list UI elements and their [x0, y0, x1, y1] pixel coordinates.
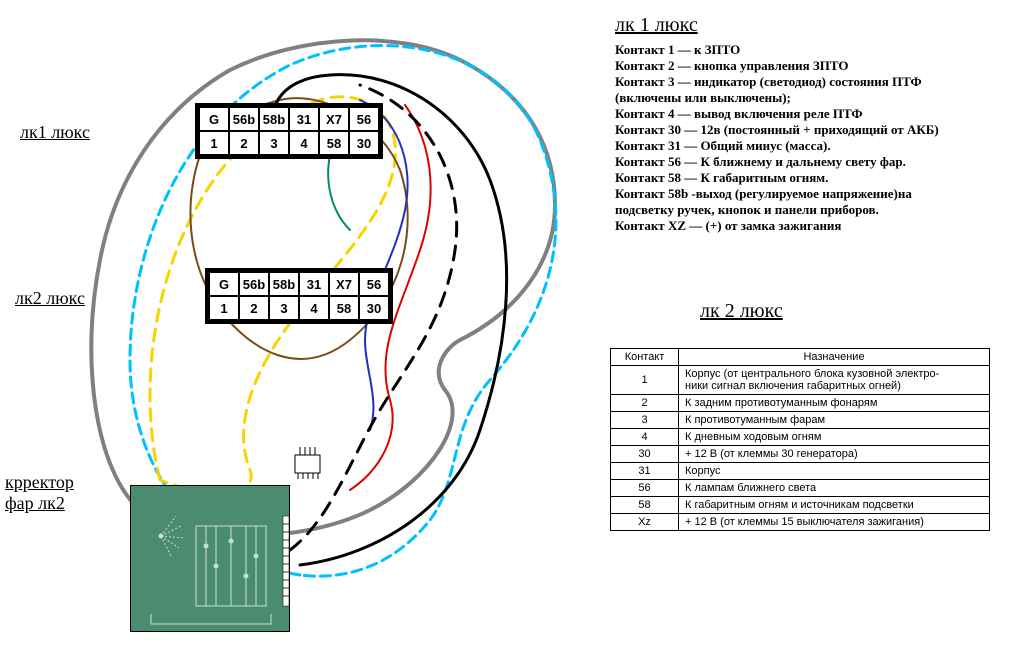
lk2-pin: 4 — [611, 429, 679, 446]
title-lk2: лк 2 люкс — [700, 300, 783, 323]
table-row: 31Корпус — [611, 463, 990, 480]
lk2-pin: 58 — [611, 497, 679, 514]
connector-lk1-table: G56b58b31X756 12345830 — [198, 106, 380, 156]
connector-pin: G — [199, 107, 229, 131]
label-corrector-l2: фар лк2 — [5, 493, 74, 514]
lk1-line: Контакт XZ — (+) от замка зажигания — [615, 218, 939, 234]
wire-green-short — [328, 155, 350, 230]
connector-pin: 30 — [349, 131, 379, 155]
lk2-header: Назначение — [679, 349, 990, 366]
lk2-header: Контакт — [611, 349, 679, 366]
lk2-desc: К дневным ходовым огням — [679, 429, 990, 446]
connector-pin: 58 — [319, 131, 349, 155]
connector-pin: 4 — [289, 131, 319, 155]
lk1-line: Контакт 56 — К ближнему и дальнему свету… — [615, 154, 939, 170]
label-corrector-l1: крректор — [5, 472, 74, 493]
connector-lk1: G56b58b31X756 12345830 — [195, 103, 383, 159]
connector-pin: 1 — [209, 296, 239, 320]
table-row: 2К задним противотуманным фонарям — [611, 395, 990, 412]
lk1-line: Контакт 31 — Общий минус (масса). — [615, 138, 939, 154]
lk2-pin: 30 — [611, 446, 679, 463]
small-connector-svg — [290, 445, 330, 480]
lk1-line: (включены или выключены); — [615, 90, 939, 106]
connector-pin: X7 — [329, 272, 359, 296]
connector-pin: 58b — [269, 272, 299, 296]
lk1-line: Контакт 3 — индикатор (светодиод) состоя… — [615, 74, 939, 90]
table-row: 56К лампам ближнего света — [611, 480, 990, 497]
label-lk1: лк1 люкс — [20, 122, 90, 143]
lk1-line: Контакт 1 — к ЗПТО — [615, 42, 939, 58]
connector-pin: 3 — [259, 131, 289, 155]
lk2-pin: 31 — [611, 463, 679, 480]
connector-pin: 58b — [259, 107, 289, 131]
lk2-pin: 56 — [611, 480, 679, 497]
connector-pin: G — [209, 272, 239, 296]
pcb-corrector — [130, 485, 290, 632]
table-row: 1Корпус (от центрального блока кузовной … — [611, 366, 990, 395]
lk2-desc: Корпус (от центрального блока кузовной э… — [679, 366, 990, 395]
lk1-line: Контакт 4 — вывод включения реле ПТФ — [615, 106, 939, 122]
connector-pin: 2 — [229, 131, 259, 155]
lk1-line: Контакт 2 — кнопка управления ЗПТО — [615, 58, 939, 74]
connector-pin: X7 — [319, 107, 349, 131]
connector-pin: 30 — [359, 296, 389, 320]
lk2-desc: К задним противотуманным фонарям — [679, 395, 990, 412]
lk1-line: Контакт 30 — 12в (постоянный + приходящи… — [615, 122, 939, 138]
label-lk2: лк2 люкс — [15, 288, 85, 309]
connector-pin: 58 — [329, 296, 359, 320]
connector-pin: 3 — [269, 296, 299, 320]
table-row: 58К габаритным огням и источникам подсве… — [611, 497, 990, 514]
connector-pin: 31 — [289, 107, 319, 131]
connector-pin: 56 — [349, 107, 379, 131]
connector-lk2: G56b58b31X756 12345830 — [205, 268, 393, 324]
lk1-line: Контакт 58 — К габаритным огням. — [615, 170, 939, 186]
label-corrector: крректор фар лк2 — [5, 472, 74, 514]
lk2-pin-table: КонтактНазначение 1Корпус (от центрально… — [610, 348, 990, 531]
lk2-desc: + 12 В (от клеммы 30 генератора) — [679, 446, 990, 463]
lk1-contact-list: Контакт 1 — к ЗПТОКонтакт 2 — кнопка упр… — [615, 42, 939, 234]
table-row: 4К дневным ходовым огням — [611, 429, 990, 446]
table-row: Xz+ 12 В (от клеммы 15 выключателя зажиг… — [611, 514, 990, 531]
connector-lk2-table: G56b58b31X756 12345830 — [208, 271, 390, 321]
connector-pin: 56 — [359, 272, 389, 296]
lk2-desc: К лампам ближнего света — [679, 480, 990, 497]
table-row: 30+ 12 В (от клеммы 30 генератора) — [611, 446, 990, 463]
connector-pin: 2 — [239, 296, 269, 320]
connector-pin: 56b — [229, 107, 259, 131]
table-row: 3К противотуманным фарам — [611, 412, 990, 429]
connector-pin: 1 — [199, 131, 229, 155]
lk2-desc: К противотуманным фарам — [679, 412, 990, 429]
lk2-desc: К габаритным огням и источникам подсветк… — [679, 497, 990, 514]
lk2-pin: 2 — [611, 395, 679, 412]
connector-pin: 4 — [299, 296, 329, 320]
lk2-pin: Xz — [611, 514, 679, 531]
lk2-desc: Корпус — [679, 463, 990, 480]
lk1-line: Контакт 58b -выход (регулируемое напряже… — [615, 186, 939, 202]
connector-pin: 31 — [299, 272, 329, 296]
lk2-desc: + 12 В (от клеммы 15 выключателя зажиган… — [679, 514, 990, 531]
connector-pin: 56b — [239, 272, 269, 296]
lk2-pin: 3 — [611, 412, 679, 429]
lk2-pin: 1 — [611, 366, 679, 395]
small-connector — [290, 445, 330, 485]
pcb-svg — [131, 486, 289, 631]
title-lk1: лк 1 люкс — [615, 14, 698, 37]
lk1-line: подсветку ручек, кнопок и панели приборо… — [615, 202, 939, 218]
